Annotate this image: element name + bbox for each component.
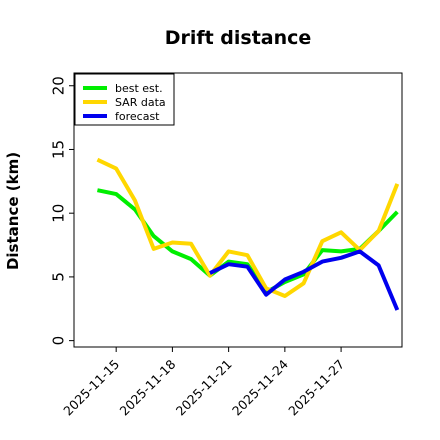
legend-label: best est. (115, 82, 163, 95)
plot-frame (73, 72, 403, 348)
y-tick-label: 10 (49, 204, 67, 223)
y-tick-label: 20 (49, 76, 67, 95)
x-tick-label: 2025-11-18 (117, 356, 179, 418)
x-tick-label: 2025-11-21 (173, 357, 235, 419)
x-tick-label: 2025-11-24 (229, 356, 291, 418)
y-tick-label: 5 (49, 272, 67, 282)
y-tick-label: 15 (49, 140, 67, 159)
chart-title: Drift distance (165, 27, 312, 49)
legend-label: forecast (115, 110, 160, 123)
x-tick-label: 2025-11-15 (60, 357, 122, 419)
series-line-2 (96, 157, 400, 298)
y-tick-label: 0 (49, 336, 67, 346)
series-line-3 (209, 249, 400, 311)
x-tick-label: 2025-11-27 (285, 357, 347, 419)
y-axis-label: Distance (km) (4, 152, 22, 270)
series-layer (96, 157, 400, 311)
legend-label: SAR data (115, 96, 166, 109)
